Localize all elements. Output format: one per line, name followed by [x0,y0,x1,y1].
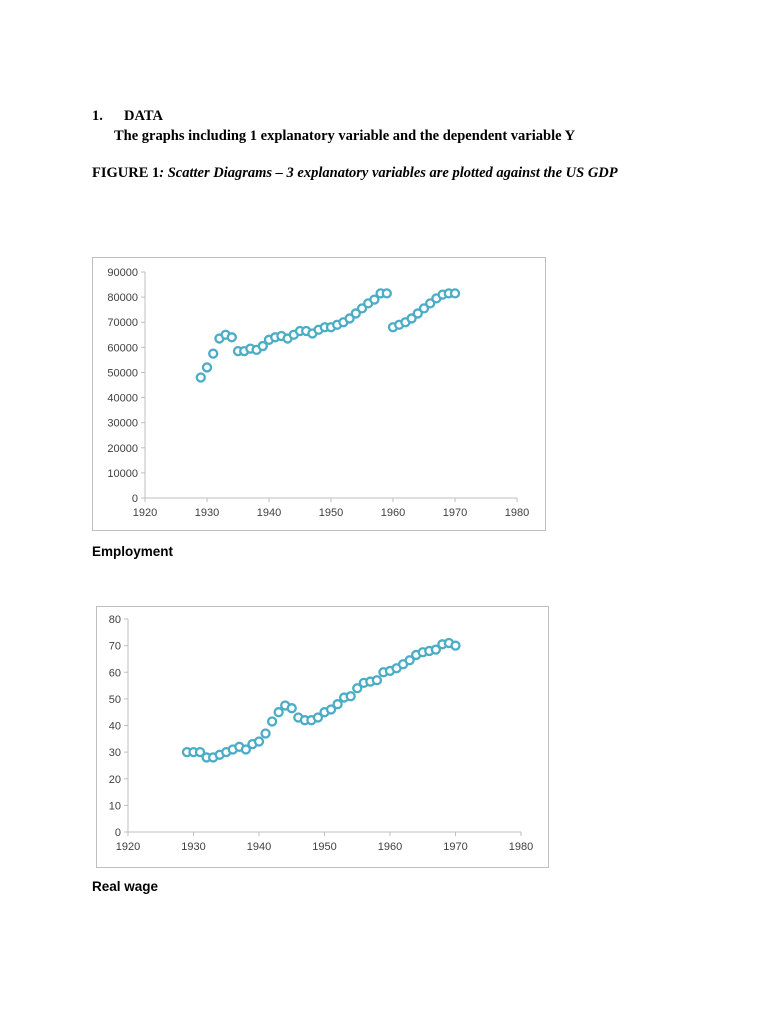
y-tick-label: 70000 [107,317,138,329]
y-tick-label: 10 [109,800,121,812]
x-tick-label: 1930 [181,841,205,853]
data-point [266,716,278,727]
employment-caption: Employment [92,544,174,559]
x-tick-label: 1950 [319,507,343,519]
real-wage-chart: 0 10 20 30 40 50 60 70 80 1920 1930 1940 1950 1960 197… [96,606,549,868]
figure-caption: : Scatter Diagrams – 3 explanatory varia… [159,165,618,181]
y-tick-label: 0 [132,493,138,505]
data-point [325,704,337,715]
data-point [226,332,237,343]
data-point [449,288,461,299]
y-tick-label: 50 [109,694,121,706]
data-point [352,683,363,694]
data-point [406,313,417,324]
x-tick-label: 1980 [509,841,533,853]
data-point [344,313,355,324]
y-tick-label: 50000 [107,367,138,379]
y-tick-label: 30000 [107,418,138,430]
x-tick-label: 1940 [257,507,281,519]
data-point [253,736,265,747]
x-tick-label: 1920 [133,507,157,519]
y-tick-label: 0 [115,827,121,839]
y-tick-label: 60000 [107,342,138,354]
section-subtitle: The graphs including 1 explanatory varia… [114,128,576,144]
data-point [381,288,392,299]
data-point [356,303,368,314]
x-tick-label: 1940 [247,841,271,853]
x-tick-label: 1960 [381,507,405,519]
data-point [273,707,284,718]
data-point [260,728,271,739]
real-wage-scatter-plot: 0 10 20 30 40 50 60 70 80 1920 1930 1940 1950 1960 197… [109,614,533,853]
data-point [194,746,206,758]
y-tick-label: 70 [109,641,121,653]
x-tick-label: 1970 [443,841,467,853]
x-tick-label: 1920 [116,841,140,853]
employment-scatter-plot: 0 10000 20000 30000 40000 50000 60000 70000 8000… [107,267,529,519]
y-tick-label: 40000 [107,393,138,405]
data-point [350,308,361,319]
figure-title: FIGURE 1: Scatter Diagrams – 3 explanato… [92,165,618,182]
section-number: 1. [92,108,103,124]
data-point [430,644,442,655]
data-point [201,362,213,373]
x-tick-label: 1960 [378,841,402,853]
data-point [412,308,423,319]
y-tick-label: 60 [109,667,121,679]
data-point [286,703,297,714]
y-tick-label: 80000 [107,292,138,304]
data-point [312,712,324,723]
data-point [345,691,356,702]
data-point [369,294,380,305]
figure-label: FIGURE 1 [92,165,160,181]
y-tick-label: 10000 [107,468,138,480]
employment-chart: 0 10000 20000 30000 40000 50000 60000 70000 8000… [92,257,546,531]
data-point [425,298,436,309]
section-heading: DATA [124,108,163,124]
y-tick-label: 30 [109,747,121,759]
data-point [418,303,430,314]
data-point [240,744,252,755]
data-point [332,699,343,710]
data-point [257,340,268,352]
x-tick-label: 1980 [505,507,529,519]
x-tick-label: 1950 [312,841,336,853]
data-point [450,640,461,651]
x-tick-label: 1970 [443,507,467,519]
y-tick-label: 90000 [107,267,138,279]
data-point [371,675,383,686]
data-point [404,655,415,666]
y-tick-label: 20000 [107,443,138,455]
x-tick-label: 1930 [195,507,219,519]
y-tick-label: 80 [109,614,121,626]
data-point [195,372,206,383]
real-wage-caption: Real wage [92,879,159,894]
y-tick-label: 40 [109,721,121,733]
y-tick-label: 20 [109,774,121,786]
data-point [208,348,219,359]
